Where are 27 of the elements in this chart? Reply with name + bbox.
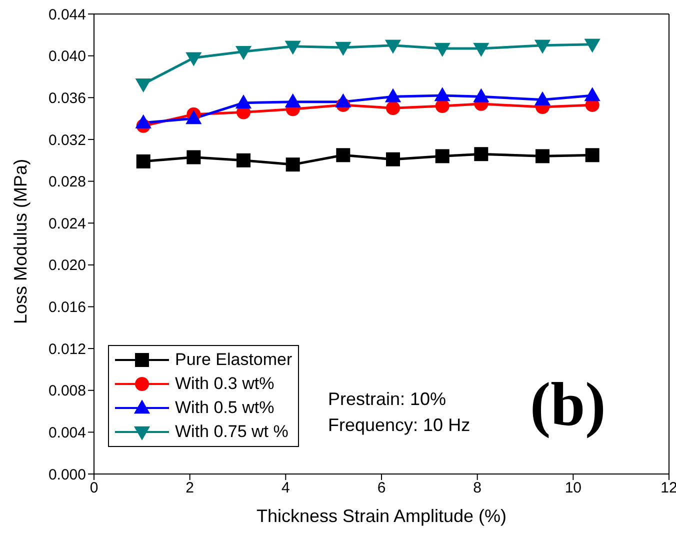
x-axis-title: Thickness Strain Amplitude (%): [256, 506, 507, 526]
y-tick-label: 0.032: [48, 132, 86, 149]
y-axis-title: Loss Modulus (MPa): [10, 158, 30, 324]
x-tick-label: 0: [90, 480, 98, 497]
legend-label: With 0.5 wt%: [175, 398, 274, 418]
y-tick-label: 0.036: [48, 90, 86, 107]
x-tick-label: 6: [377, 480, 386, 497]
y-tick-label: 0.012: [48, 340, 86, 358]
x-tick-label: 4: [281, 480, 290, 497]
x-tick-label: 8: [473, 480, 482, 497]
y-tick-label: 0.040: [48, 48, 86, 66]
y-tick-label: 0.008: [48, 382, 86, 400]
legend-label: With 0.75 wt %: [175, 422, 288, 442]
annotation: (b): [530, 370, 606, 441]
y-tick-label: 0.004: [48, 424, 86, 442]
y-tick-label: 0.044: [48, 6, 86, 24]
y-tick-label: 0.028: [48, 174, 86, 191]
y-tick-label: 0.020: [48, 257, 86, 274]
legend-label: Pure Elastomer: [175, 350, 292, 370]
annotation: Frequency: 10 Hz: [328, 414, 470, 437]
x-tick-label: 10: [564, 480, 582, 497]
y-tick-label: 0.024: [48, 215, 86, 232]
y-tick-label: 0.016: [48, 299, 86, 316]
y-tick-label: 0.000: [48, 466, 86, 484]
annotation: Prestrain: 10%: [328, 388, 448, 411]
legend-label: With 0.3 wt%: [175, 374, 274, 394]
x-tick-label: 2: [186, 480, 194, 497]
